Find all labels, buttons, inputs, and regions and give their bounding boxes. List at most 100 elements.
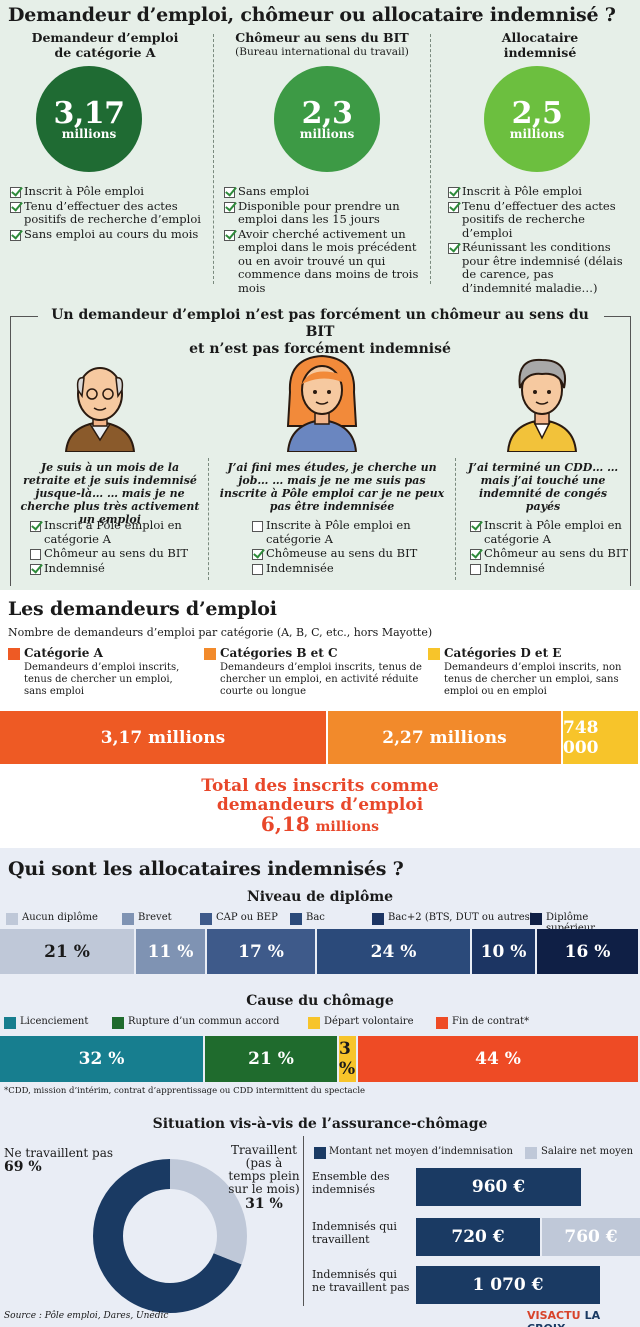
- chart-title: Niveau de diplôme: [246, 889, 394, 905]
- legend-label: Bac: [306, 912, 325, 923]
- criteria-item: Sans emploi: [224, 184, 420, 199]
- diplome-stacked-bar: 21 % 11 % 17 % 24 % 10 % 16 %: [0, 929, 640, 974]
- legend-label: Catégories B et C: [220, 646, 338, 660]
- income-bar: 1 070 €: [416, 1266, 600, 1304]
- legend-swatch: [308, 1017, 320, 1029]
- divider: [604, 316, 630, 317]
- divider: [630, 316, 631, 586]
- check-item: Chômeuse au sens du BIT: [252, 546, 448, 561]
- income-bar: 960 €: [416, 1168, 581, 1206]
- column-heading: Allocataire indemnisé: [501, 30, 579, 60]
- criteria-item: Réunissant les conditions pour être inde…: [448, 240, 624, 295]
- legend-swatch: [122, 913, 134, 925]
- check-icon: [10, 201, 21, 213]
- bar-category-label: Ensemble des indemnisés: [312, 1170, 390, 1196]
- total-line: demandeurs d’emploi: [216, 795, 424, 815]
- elderly-man-icon: [64, 367, 136, 452]
- donut-label: Travaillent (pas à temps plein sur le mo…: [226, 1144, 302, 1212]
- bar-value-label: 3 %: [339, 1039, 356, 1079]
- legend-swatch: [314, 1147, 326, 1159]
- legend-swatch: [436, 1017, 448, 1029]
- check-icon: [224, 201, 235, 213]
- bar-value-label: 17 %: [238, 941, 284, 962]
- income-bar: 760 €: [542, 1218, 640, 1256]
- persona-checklist: Inscrit à Pôle emploi en catégorie A Chô…: [30, 518, 206, 576]
- bar-segment: 3 %: [339, 1036, 356, 1082]
- check-icon: [10, 229, 21, 241]
- check-icon: [252, 549, 263, 560]
- legend-label: Aucun diplôme: [22, 912, 98, 923]
- check-icon: [448, 201, 459, 213]
- bar-segment: 748 000: [563, 711, 638, 764]
- bar-segment: 2,27 millions: [328, 711, 561, 764]
- persona-quote: Je suis à un mois de la retraite et je s…: [20, 461, 200, 526]
- bar-segment: 3,17 millions: [0, 711, 326, 764]
- criteria-list: Sans emploi Disponible pour prendre un e…: [224, 184, 420, 296]
- value-circle: 2,3 millions: [274, 66, 380, 172]
- criteria-item: Tenu d’effectuer des actes positifs de r…: [448, 199, 624, 241]
- legend-swatch: [290, 913, 302, 925]
- persona-quote: J’ai terminé un CDD… … mais j’ai touché …: [467, 461, 619, 513]
- check-item: Indemnisée: [252, 561, 448, 576]
- legend-swatch: [112, 1017, 124, 1029]
- bar-value-label: 21 %: [44, 941, 90, 962]
- divider: [10, 316, 11, 586]
- column-subheading: (Bureau international du travail): [235, 46, 409, 58]
- check-icon: [224, 229, 235, 241]
- bar-segment: 21 %: [205, 1036, 337, 1082]
- criteria-item: Sans emploi au cours du mois: [10, 227, 206, 242]
- empty-checkbox-icon: [30, 549, 41, 560]
- bar-value-label: 2,27 millions: [382, 727, 507, 748]
- demandeurs-stacked-bar: 3,17 millions 2,27 millions 748 000: [0, 711, 640, 764]
- legend-label: Salaire net moyen: [541, 1146, 634, 1157]
- criteria-list: Inscrit à Pôle emploi Tenu d’effectuer d…: [448, 184, 624, 296]
- bar-segment: 17 %: [207, 929, 315, 974]
- chart-title: Situation vis-à-vis de l’assurance-chôma…: [152, 1116, 488, 1132]
- persona-section-title: Un demandeur d’emploi n’est pas forcémen…: [40, 307, 600, 358]
- legend-label: CAP ou BEP: [216, 912, 278, 923]
- persona-checklist: Inscrite à Pôle emploi en catégorie A Ch…: [252, 518, 448, 576]
- bar-segment: 16 %: [537, 929, 638, 974]
- empty-checkbox-icon: [252, 521, 263, 532]
- man-icon: [506, 358, 578, 452]
- check-icon: [448, 243, 459, 254]
- legend-label: Rupture d’un commun accord: [128, 1016, 280, 1027]
- source-note: Source : Pôle emploi, Dares, Unédic: [4, 1311, 169, 1321]
- circle-unit: millions: [61, 127, 117, 141]
- check-item: Indemnisé: [470, 561, 630, 576]
- criteria-item: Inscrit à Pôle emploi: [10, 184, 206, 199]
- income-bar: 720 €: [416, 1218, 540, 1256]
- check-item: Inscrit à Pôle emploi en catégorie A: [30, 518, 206, 546]
- cause-stacked-bar: 32 % 21 % 3 % 44 %: [0, 1036, 640, 1082]
- legend-label: Catégories D et E: [444, 646, 562, 660]
- donut-label: Ne travaillent pas 69 %: [4, 1146, 113, 1174]
- criteria-list: Inscrit à Pôle emploi Tenu d’effectuer d…: [10, 184, 206, 242]
- check-item: Inscrite à Pôle emploi en catégorie A: [252, 518, 448, 546]
- persona-checklist: Inscrit à Pôle emploi en catégorie A Chô…: [470, 518, 630, 576]
- young-woman-icon: [286, 354, 358, 452]
- donut-label-text: Ne travaillent pas: [4, 1146, 114, 1160]
- legend-swatch: [525, 1147, 537, 1159]
- bar-value-label: 720 €: [451, 1227, 505, 1247]
- bar-value-label: 748 000: [563, 717, 599, 758]
- bar-segment: 11 %: [136, 929, 205, 974]
- footnote: *CDD, mission d’intérim, contrat d’appre…: [4, 1086, 366, 1096]
- bar-value-label: 16 %: [564, 941, 611, 962]
- bar-value-label: 11 %: [147, 941, 194, 962]
- check-icon: [224, 187, 235, 198]
- bar-value-label: 44 %: [475, 1049, 521, 1069]
- total-line: Total des inscrits comme: [201, 776, 439, 796]
- donut-slice: [93, 1159, 247, 1313]
- legend-swatch: [6, 913, 18, 925]
- legend-swatch: [200, 913, 212, 925]
- bar-category-label: Indemnisés qui ne travaillent pas: [312, 1268, 410, 1294]
- section-subtitle: Nombre de demandeurs d’emploi par catégo…: [8, 626, 433, 639]
- check-icon: [448, 187, 459, 198]
- check-icon: [10, 187, 21, 198]
- criteria-item: Avoir cherché activement un emploi dans …: [224, 227, 420, 296]
- check-item: Chômeur au sens du BIT: [470, 546, 630, 561]
- donut-label-value: 31 %: [245, 1196, 283, 1212]
- value-circle: 2,5 millions: [484, 66, 590, 172]
- bar-value-label: 32 %: [78, 1049, 125, 1069]
